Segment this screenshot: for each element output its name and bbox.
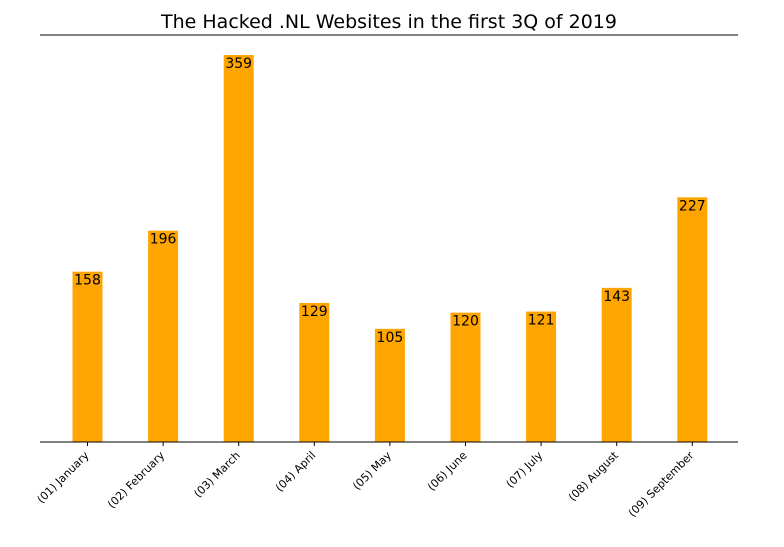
bar-2 [148,230,179,442]
bar-6 [450,312,481,442]
bar-value-label: 105 [377,330,404,346]
x-tick-label: (08) August [566,448,621,503]
bar-value-label: 158 [74,273,101,289]
x-tick-label: (02) February [105,449,167,511]
bar-5 [374,328,405,442]
chart-title: The Hacked .NL Websites in the first 3Q … [160,11,617,33]
bar-value-label: 121 [528,313,555,329]
x-tick-label: (06) June [425,449,470,494]
bar-value-label: 227 [679,198,706,214]
bar-1 [72,271,103,442]
bars-layer: 158 196 359 129 105 120 121 143 227 [72,55,708,442]
x-tick-label: (09) September [626,449,697,520]
bar-value-label: 143 [603,289,630,305]
bar-7 [526,311,557,442]
x-tick-label: (07) July [504,449,546,491]
x-tick-label: (03) March [191,449,242,500]
x-tick-label: (05) May [350,449,394,493]
bar-value-label: 129 [301,304,328,320]
bar-3 [223,55,254,442]
bar-4 [299,302,330,442]
bar-value-label: 120 [452,314,479,330]
bar-value-label: 196 [150,232,177,248]
x-tick-label: (01) January [35,449,92,506]
x-tick-label: (04) April [273,449,318,494]
bar-8 [601,287,632,442]
bar-9 [677,197,708,442]
bar-value-label: 359 [225,56,252,72]
x-ticks-layer: (01) January (02) February (03) March (04) … [35,442,697,520]
